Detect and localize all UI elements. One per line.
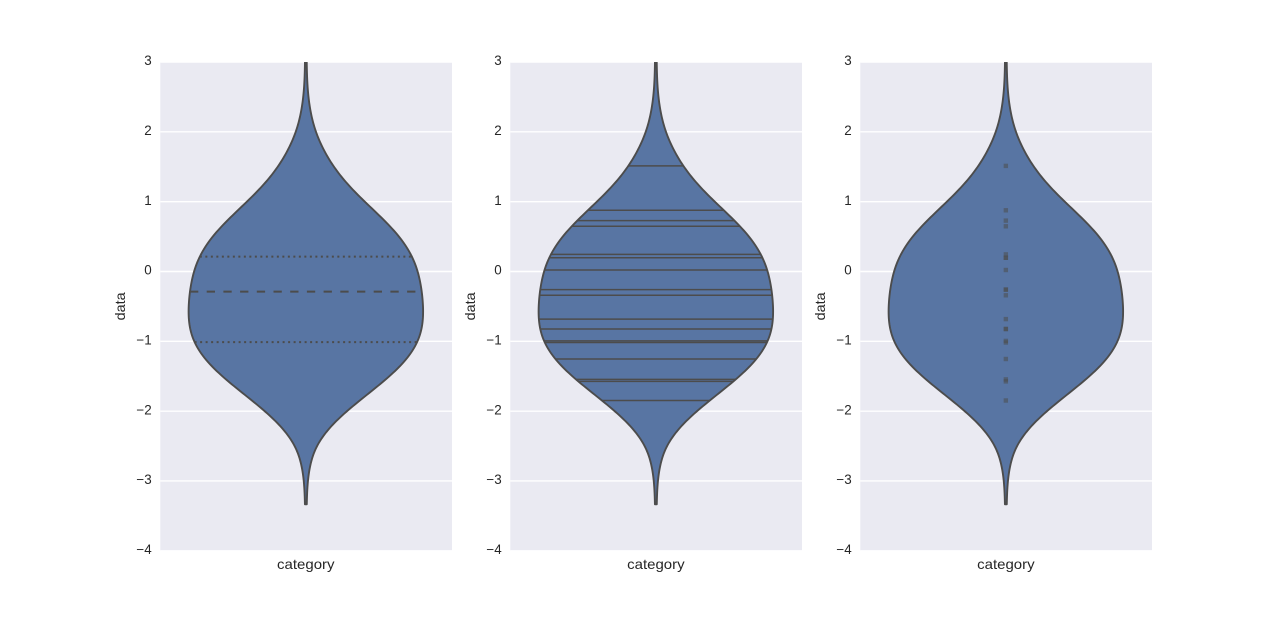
svg-text:−2: −2 [486, 402, 501, 417]
svg-text:−3: −3 [836, 472, 851, 487]
svg-text:3: 3 [844, 53, 851, 68]
svg-text:−2: −2 [836, 402, 851, 417]
svg-text:data: data [463, 292, 478, 320]
svg-text:data: data [113, 292, 128, 320]
svg-text:2: 2 [494, 123, 501, 138]
svg-text:1: 1 [144, 193, 151, 208]
svg-text:category: category [627, 557, 685, 572]
svg-text:−3: −3 [486, 472, 501, 487]
svg-text:3: 3 [494, 53, 501, 68]
svg-text:category: category [277, 557, 335, 572]
svg-text:−4: −4 [136, 542, 152, 557]
svg-text:1: 1 [844, 193, 851, 208]
svg-text:−1: −1 [836, 333, 851, 348]
svg-text:−3: −3 [136, 472, 151, 487]
svg-text:−1: −1 [486, 333, 501, 348]
svg-text:−2: −2 [136, 402, 151, 417]
svg-text:category: category [977, 557, 1035, 572]
svg-text:data: data [813, 292, 828, 320]
svg-text:2: 2 [844, 123, 851, 138]
svg-text:3: 3 [144, 53, 151, 68]
svg-text:−4: −4 [836, 542, 852, 557]
svg-text:0: 0 [494, 263, 501, 278]
svg-text:2: 2 [144, 123, 151, 138]
svg-text:0: 0 [844, 263, 851, 278]
svg-text:−1: −1 [136, 333, 151, 348]
svg-text:−4: −4 [486, 542, 502, 557]
svg-text:0: 0 [144, 263, 151, 278]
svg-text:1: 1 [494, 193, 501, 208]
